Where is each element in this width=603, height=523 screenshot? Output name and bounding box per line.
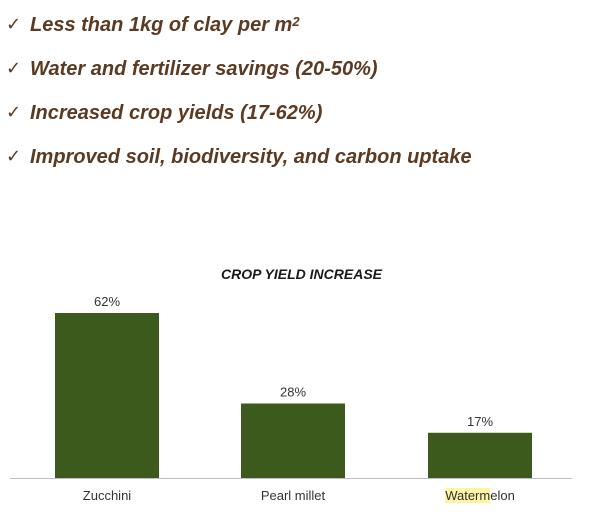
- bullet-text: Improved soil, biodiversity, and carbon …: [30, 146, 472, 168]
- check-icon: ✓: [6, 102, 22, 123]
- check-icon: ✓: [6, 58, 22, 79]
- check-icon: ✓: [6, 14, 22, 35]
- chart-plot: 62% 28% 17% Zucchini Pearl millet Watermelon: [10, 294, 572, 503]
- x-tick-label: Watermelon: [445, 488, 515, 503]
- bullet-text: Less than 1kg of clay per m: [30, 14, 293, 36]
- bullet-text: Water and fertilizer savings (20-50%): [30, 58, 378, 80]
- bullet-text: Increased crop yields (17-62%): [30, 102, 323, 124]
- bar: [241, 403, 345, 478]
- superscript: 2: [292, 14, 300, 29]
- crop-yield-chart: CROP YIELD INCREASE 62% 28% 17% Zucchini Pea…: [0, 250, 603, 518]
- bar: [55, 313, 159, 478]
- text-highlight: [445, 488, 491, 503]
- bar: [428, 432, 532, 478]
- x-tick-label: Pearl millet: [261, 488, 326, 503]
- x-tick-label: Zucchini: [83, 488, 132, 503]
- data-label: 28%: [280, 384, 306, 399]
- data-label: 62%: [94, 294, 120, 309]
- chart-title: CROP YIELD INCREASE: [220, 266, 383, 282]
- bullet-item: ✓ Improved soil, biodiversity, and carbo…: [6, 146, 603, 190]
- bullet-item: ✓ Increased crop yields (17-62%): [6, 102, 603, 146]
- data-label: 17%: [467, 414, 493, 429]
- bullet-item: ✓ Water and fertilizer savings (20-50%): [6, 58, 603, 102]
- check-icon: ✓: [6, 146, 22, 167]
